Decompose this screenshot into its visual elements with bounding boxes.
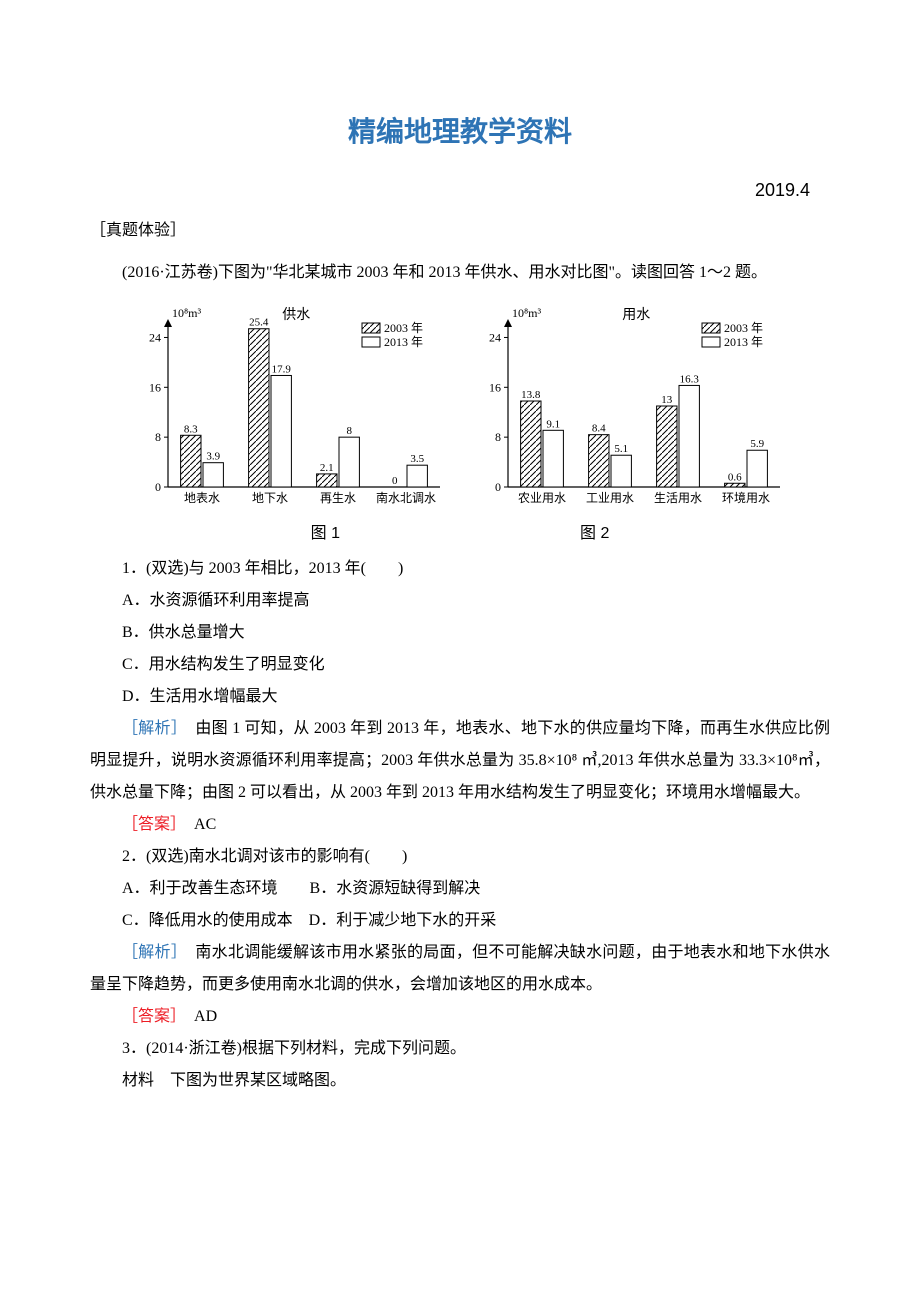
svg-text:5.9: 5.9 bbox=[750, 438, 764, 450]
q1-analysis-text: 由图 1 可知，从 2003 年到 2013 年，地表水、地下水的供应量均下降，… bbox=[90, 720, 830, 801]
svg-text:3.5: 3.5 bbox=[410, 453, 424, 465]
svg-text:2003 年: 2003 年 bbox=[384, 321, 423, 335]
svg-text:0: 0 bbox=[392, 475, 398, 487]
q1-block: 1．(双选)与 2003 年相比，2013 年( ) A．水资源循环利用率提高 … bbox=[90, 553, 830, 1097]
q2-opt-cd: C．降低用水的使用成本 D．利于减少地下水的开采 bbox=[90, 905, 830, 937]
q2-opt-ab: A．利于改善生态环境 B．水资源短缺得到解决 bbox=[90, 873, 830, 905]
svg-text:0.6: 0.6 bbox=[728, 471, 742, 483]
chart-captions: 图 1 图 2 bbox=[90, 519, 830, 543]
svg-text:8.4: 8.4 bbox=[592, 423, 606, 435]
q3-material: 材料 下图为世界某区域略图。 bbox=[90, 1065, 830, 1097]
svg-text:用水: 用水 bbox=[622, 307, 650, 323]
svg-text:8: 8 bbox=[495, 430, 501, 444]
svg-text:2013 年: 2013 年 bbox=[384, 335, 423, 349]
svg-text:25.4: 25.4 bbox=[249, 317, 269, 329]
svg-text:南水北调水: 南水北调水 bbox=[376, 490, 436, 505]
q1-answer: ［答案］ AC bbox=[90, 809, 830, 841]
body: (2016·江苏卷)下图为"华北某城市 2003 年和 2013 年供水、用水对… bbox=[90, 257, 830, 289]
svg-text:16: 16 bbox=[149, 380, 161, 394]
svg-text:16.3: 16.3 bbox=[680, 373, 700, 385]
chart-usage: 0 8 16 24 10⁸m³ 用水 13.8 9.1 农业用水 8.4 5.1 工业用水 13 16.3… bbox=[470, 303, 790, 513]
svg-text:3.9: 3.9 bbox=[206, 451, 220, 463]
svg-text:8.3: 8.3 bbox=[184, 423, 198, 435]
q3-stem: 3．(2014·浙江卷)根据下列材料，完成下列问题。 bbox=[90, 1033, 830, 1065]
svg-text:2003 年: 2003 年 bbox=[724, 321, 763, 335]
caption-supply: 图 1 bbox=[311, 519, 340, 543]
svg-text:5.1: 5.1 bbox=[614, 443, 628, 455]
q1-stem: 1．(双选)与 2003 年相比，2013 年( ) bbox=[90, 553, 830, 585]
q2-stem: 2．(双选)南水北调对该市的影响有( ) bbox=[90, 841, 830, 873]
caption-usage: 图 2 bbox=[580, 519, 609, 543]
svg-text:0: 0 bbox=[495, 480, 501, 494]
svg-text:2013 年: 2013 年 bbox=[724, 335, 763, 349]
svg-text:供水: 供水 bbox=[282, 307, 310, 323]
svg-text:生活用水: 生活用水 bbox=[654, 491, 702, 505]
svg-text:9.1: 9.1 bbox=[546, 418, 560, 430]
svg-text:17.9: 17.9 bbox=[272, 363, 292, 375]
svg-text:13: 13 bbox=[661, 394, 673, 406]
svg-text:再生水: 再生水 bbox=[320, 491, 356, 505]
analysis-label: ［解析］ bbox=[122, 944, 179, 961]
q2-answer: ［答案］ AD bbox=[90, 1001, 830, 1033]
svg-text:地表水: 地表水 bbox=[184, 491, 220, 505]
svg-text:8: 8 bbox=[155, 430, 161, 444]
answer-label: ［答案］ bbox=[122, 1008, 178, 1025]
date-line: 2019.4 bbox=[90, 180, 830, 201]
q2-analysis: ［解析］ 南水北调能缓解该市用水紧张的局面，但不可能解决缺水问题，由于地表水和地… bbox=[90, 937, 830, 1001]
svg-text:环境用水: 环境用水 bbox=[722, 490, 770, 505]
q1-opt-b: B．供水总量增大 bbox=[90, 617, 830, 649]
chart-usage-svg: 0 8 16 24 10⁸m³ 用水 13.8 9.1 农业用水 8.4 5.1 工业用水 13 16.3… bbox=[470, 303, 790, 513]
svg-text:2.1: 2.1 bbox=[320, 462, 334, 474]
svg-text:工业用水: 工业用水 bbox=[586, 491, 634, 505]
svg-text:农业用水: 农业用水 bbox=[518, 491, 566, 505]
svg-text:13.8: 13.8 bbox=[521, 389, 541, 401]
q1-opt-a: A．水资源循环利用率提高 bbox=[90, 585, 830, 617]
q2-analysis-text: 南水北调能缓解该市用水紧张的局面，但不可能解决缺水问题，由于地表水和地下水供水量… bbox=[90, 944, 830, 993]
q1-analysis: ［解析］ 由图 1 可知，从 2003 年到 2013 年，地表水、地下水的供应… bbox=[90, 713, 830, 809]
intro-text: (2016·江苏卷)下图为"华北某城市 2003 年和 2013 年供水、用水对… bbox=[90, 257, 830, 289]
svg-text:8: 8 bbox=[346, 425, 352, 437]
svg-text:24: 24 bbox=[489, 330, 501, 344]
chart-supply: 0 8 16 24 10⁸m³ 供水 8.3 3.9 地表水 25.4 17.9 地下水 2.1 8 再生水… bbox=[130, 303, 450, 513]
answer-label: ［答案］ bbox=[122, 816, 178, 833]
chart-supply-svg: 0 8 16 24 10⁸m³ 供水 8.3 3.9 地表水 25.4 17.9 地下水 2.1 8 再生水… bbox=[130, 303, 450, 513]
section-header: ［真题体验］ bbox=[90, 215, 830, 247]
q1-opt-c: C．用水结构发生了明显变化 bbox=[90, 649, 830, 681]
q2-answer-text: AD bbox=[178, 1008, 217, 1025]
svg-text:0: 0 bbox=[155, 480, 161, 494]
svg-text:10⁸m³: 10⁸m³ bbox=[172, 306, 202, 320]
analysis-label: ［解析］ bbox=[122, 720, 179, 737]
svg-text:24: 24 bbox=[149, 330, 161, 344]
svg-text:地下水: 地下水 bbox=[252, 491, 288, 505]
svg-text:16: 16 bbox=[489, 380, 501, 394]
main-title: 精编地理教学资料 bbox=[90, 110, 830, 150]
q1-opt-d: D．生活用水增幅最大 bbox=[90, 681, 830, 713]
page: 精编地理教学资料 2019.4 ［真题体验］ (2016·江苏卷)下图为"华北某… bbox=[0, 0, 920, 1157]
q1-answer-text: AC bbox=[178, 816, 216, 833]
svg-text:10⁸m³: 10⁸m³ bbox=[512, 306, 542, 320]
chart-row: 0 8 16 24 10⁸m³ 供水 8.3 3.9 地表水 25.4 17.9 地下水 2.1 8 再生水… bbox=[90, 303, 830, 513]
